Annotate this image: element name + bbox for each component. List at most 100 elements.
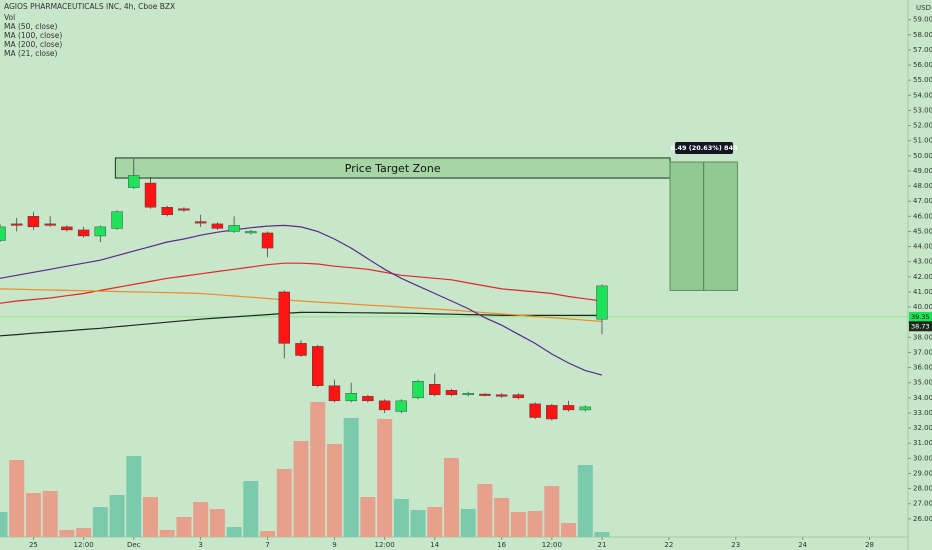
y-tick-label: 57.00	[913, 46, 932, 54]
volume-bar	[126, 456, 142, 537]
volume-bar	[59, 530, 75, 537]
candle-body	[211, 223, 224, 229]
y-tick-label: 26.00	[913, 515, 932, 523]
volume-bar	[326, 444, 342, 537]
volume-bar	[460, 509, 476, 537]
volume-bar	[42, 491, 58, 537]
volume-bar	[577, 465, 593, 537]
candle-body	[194, 221, 207, 224]
candle-body	[462, 393, 474, 396]
chart-title: AGIOS PHARMACEUTICALS INC, 4h, Cboe BZX	[4, 2, 175, 11]
price-tag-label: 39.35	[911, 313, 930, 321]
volume-bar	[276, 469, 292, 537]
x-tick-label: 14	[430, 541, 439, 549]
volume-bar	[443, 458, 459, 537]
moving-average	[0, 311, 602, 337]
volume-bar	[343, 418, 359, 537]
y-tick-label: 58.00	[913, 31, 932, 39]
y-tick-label: 53.00	[913, 106, 932, 114]
moving-average	[0, 262, 603, 304]
y-tick-label: 29.00	[913, 469, 932, 477]
y-tick-label: 51.00	[913, 137, 932, 145]
y-tick-label: 56.00	[913, 61, 932, 69]
volume-bar	[293, 441, 309, 537]
candle-body	[362, 396, 374, 402]
candle-body	[562, 405, 575, 411]
candle-body	[512, 394, 525, 399]
candle-body	[111, 211, 123, 229]
volume-bar	[360, 497, 376, 537]
y-tick-label: 54.00	[913, 91, 932, 99]
volume-bar	[477, 484, 493, 537]
volume-bar	[377, 419, 393, 537]
x-tick-label: 23	[731, 541, 740, 549]
volume-bar	[209, 509, 225, 537]
candle-body	[94, 226, 107, 237]
y-tick-label: 49.00	[913, 167, 932, 175]
candle-body	[312, 346, 324, 386]
legend-entry: MA (21, close)	[4, 49, 58, 58]
volume-bar	[561, 523, 577, 537]
y-tick-label: 45.00	[913, 227, 932, 235]
price-tag	[909, 311, 932, 322]
candle-body	[479, 393, 491, 396]
candle-body	[178, 208, 190, 211]
candle-body	[596, 285, 608, 320]
volume-bar	[9, 460, 25, 537]
volume-bar	[109, 495, 125, 537]
legend-entry: MA (50, close)	[4, 22, 58, 31]
y-tick-label: 43.00	[913, 258, 932, 266]
x-tick-label: 12:00	[542, 541, 562, 549]
y-tick-label: 30.00	[913, 454, 932, 462]
volume-bar	[260, 531, 276, 537]
y-tick-label: 28.00	[913, 485, 932, 493]
x-tick-label: 12:00	[375, 541, 395, 549]
y-tick-label: 31.00	[913, 439, 932, 447]
y-tick-label: 52.00	[913, 122, 932, 130]
candle-body	[228, 225, 240, 232]
candle-body	[412, 380, 424, 399]
volume-bar	[494, 498, 510, 537]
legend-entry: Vol	[4, 13, 15, 22]
candle-body	[345, 393, 357, 402]
volume-bar	[427, 507, 443, 537]
candle-body	[44, 223, 56, 226]
x-tick-label: 7	[265, 541, 269, 549]
candle-body	[378, 400, 391, 411]
y-tick-label: 38.00	[913, 333, 932, 341]
candle-body	[128, 175, 140, 188]
volume-bar	[393, 499, 409, 537]
y-tick-label: 40.00	[913, 303, 932, 311]
candle-body	[11, 223, 23, 226]
x-tick-label: 22	[664, 541, 673, 549]
volume-bar	[76, 528, 92, 537]
volume-bar	[410, 510, 426, 537]
target-zone-label: Price Target Zone	[345, 162, 441, 175]
price-tag	[909, 321, 932, 332]
candle-body	[495, 394, 508, 397]
x-tick-label: 3	[198, 541, 202, 549]
candle-body	[546, 405, 558, 420]
y-tick-label: 27.00	[913, 500, 932, 508]
candle-body	[445, 390, 458, 396]
volume-bar	[0, 512, 8, 537]
y-tick-label: 33.00	[913, 409, 932, 417]
volume-bar	[527, 511, 543, 537]
y-tick-label: 48.00	[913, 182, 932, 190]
y-tick-label: 41.00	[913, 288, 932, 296]
volume-bar	[159, 530, 175, 537]
position-label-bg	[675, 142, 734, 155]
y-tick-label: 59.00	[913, 16, 932, 24]
volume-bar	[193, 502, 209, 537]
candle-body	[395, 400, 408, 412]
currency: USD	[916, 4, 931, 12]
y-tick-label: 44.00	[913, 243, 932, 251]
candle-body	[429, 384, 441, 396]
volume-bar	[594, 532, 610, 537]
candle-body	[245, 231, 257, 234]
x-tick-label: 24	[798, 541, 807, 549]
candle-body	[161, 207, 173, 215]
price-tag-label: 38.73	[911, 322, 930, 330]
candle-body	[278, 291, 290, 344]
